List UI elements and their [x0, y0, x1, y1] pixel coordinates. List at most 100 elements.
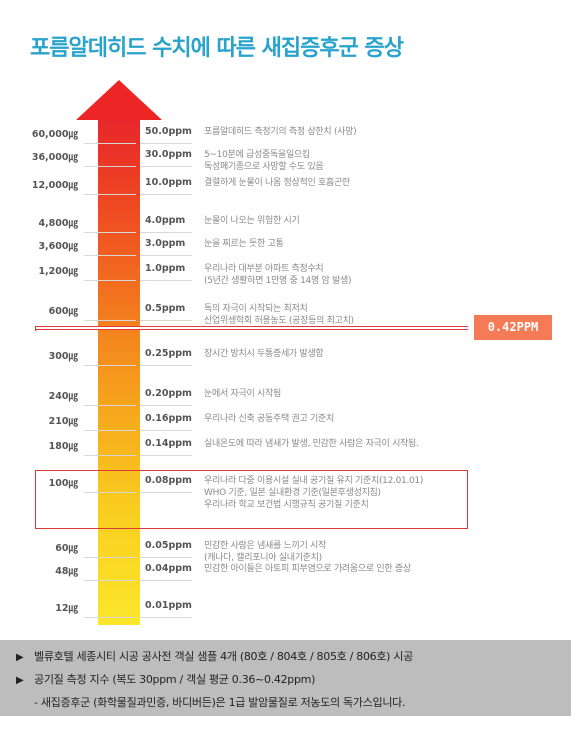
ppm-value: 0.20ppm [145, 388, 192, 399]
scale-row: 600㎍ 0.5ppm 독의 자극이 시작되는 최저치 산업위생학회 허용농도 (공장… [0, 303, 571, 326]
scale-row: 60㎍ 0.05ppm 민감한 사람은 냄새를 느끼기 시작 (캐나다, 캘리포니아 … [0, 540, 571, 563]
symptom-line: 실내온도에 따라 냄새가 발생, 민감한 사람은 자극이 시작됨. [204, 439, 419, 449]
tick-line [84, 580, 136, 581]
tick-line [140, 232, 192, 233]
tick-line [140, 430, 192, 431]
symptom-description: 눈에서 자극이 시작됨 [204, 388, 281, 400]
concentration-value: 48㎍ [55, 566, 78, 577]
tick-line [140, 557, 192, 558]
tick-line [140, 617, 192, 618]
concentration-value: 60,000㎍ [31, 129, 78, 140]
symptom-line: 민감한 사람은 냄새를 느끼기 시작 [204, 541, 326, 551]
ppm-value: 0.25ppm [145, 348, 192, 359]
summary-line-3: - 새집증후군 (화학물질과민증, 바디버든)은 1급 발암물질로 저농도의 독… [16, 692, 561, 714]
scale-row: 300㎍ 0.25ppm 장시간 방치시 두통증세가 발생함 [0, 348, 571, 366]
scale-row: 12,000㎍ 10.0ppm 결렬하게 눈물이 나옴 정상적인 호흡곤란 [0, 177, 571, 195]
summary-panel: ▶ 벨류호텔 세종시티 시공 공사전 객실 샘플 4개 (80호 / 804호 /… [0, 640, 571, 716]
concentration-value: 1,200㎍ [38, 266, 78, 277]
ppm-value: 0.04ppm [145, 563, 192, 574]
tick-line [140, 580, 192, 581]
symptom-line: 결렬하게 눈물이 나옴 정상적인 호흡곤란 [204, 178, 350, 188]
scale-row: 100㎍ 0.08ppm 우리나라 다중 이용시설 실내 공기질 유지 기준치(12… [0, 475, 571, 510]
scale-row: 3,600㎍ 3.0ppm 눈을 찌르는 듯한 고통 [0, 238, 571, 256]
scale-row: 4,800㎍ 4.0ppm 눈물이 나오는 위험한 시기 [0, 215, 571, 233]
ppm-value: 0.5ppm [145, 303, 186, 314]
bullet-triangle-icon: ▶ [16, 675, 24, 686]
concentration-value: 210㎍ [48, 416, 78, 427]
ppm-value: 30.0ppm [145, 149, 192, 160]
concentration-value: 300㎍ [48, 351, 78, 362]
tick-line [84, 492, 136, 493]
tick-line [140, 143, 192, 144]
tick-line [140, 320, 192, 321]
scale-row: 210㎍ 0.16ppm 우리나라 신축 공동주택 권고 기준치 [0, 413, 571, 431]
symptom-line: 눈을 찌르는 듯한 고통 [204, 239, 284, 249]
concentration-value: 100㎍ [48, 478, 78, 489]
ppm-value: 0.05ppm [145, 540, 192, 551]
symptom-description: 실내온도에 따라 냄새가 발생, 민감한 사람은 자극이 시작됨. [204, 438, 419, 450]
ppm-value: 10.0ppm [145, 177, 192, 188]
tick-line [84, 194, 136, 195]
symptom-description: 포름알데히드 측정기의 측정 상한치 (사망) [204, 126, 357, 138]
symptom-line: 독의 자극이 시작되는 최저치 [204, 304, 308, 314]
symptom-line: 독성폐기종으로 사망할 수도 있음 [204, 162, 324, 172]
tick-line [140, 455, 192, 456]
concentration-value: 36,000㎍ [31, 152, 78, 163]
ppm-value: 0.16ppm [145, 413, 192, 424]
concentration-value: 3,600㎍ [38, 241, 78, 252]
ppm-value: 0.08ppm [145, 475, 192, 486]
symptom-line: 산업위생학회 허용농도 (공장등의 최고치) [204, 316, 354, 326]
tick-line [84, 455, 136, 456]
tick-line [84, 430, 136, 431]
symptom-line: 포름알데히드 측정기의 측정 상한치 (사망) [204, 127, 357, 137]
tick-line [140, 280, 192, 281]
tick-line [140, 255, 192, 256]
ppm-value: 50.0ppm [145, 126, 192, 137]
ppm-value: 0.14ppm [145, 438, 192, 449]
symptom-line: (캐나다, 캘리포니아 실내기준치) [204, 553, 322, 563]
concentration-value: 4,800㎍ [38, 218, 78, 229]
concentration-value: 180㎍ [48, 441, 78, 452]
summary-text-3: - 새집증후군 (화학물질과민증, 바디버든)은 1급 발암물질로 저농도의 독… [34, 696, 406, 709]
tick-line [140, 492, 192, 493]
symptom-description: 결렬하게 눈물이 나옴 정상적인 호흡곤란 [204, 177, 350, 189]
scale-row: 60,000㎍ 50.0ppm 포름알데히드 측정기의 측정 상한치 (사망) [0, 126, 571, 144]
marker-line-cap [35, 326, 36, 331]
symptom-line: 5~10분에 급성중독을일으킴 [204, 150, 310, 160]
concentration-value: 12,000㎍ [31, 180, 78, 191]
summary-line-2: ▶ 공기질 측정 지수 (복도 30ppm / 객실 평균 0.36~0.42pp… [16, 669, 561, 692]
tick-line [140, 194, 192, 195]
symptom-description: 장시간 방치시 두통증세가 발생함 [204, 348, 324, 360]
summary-text-2: 공기질 측정 지수 (복도 30ppm / 객실 평균 0.36~0.42ppm… [34, 673, 316, 686]
tick-line [84, 232, 136, 233]
symptom-description: 우리나라 대부분 아파트 측정수치 (5년간 생활하면 1만명 중 14명 암 발… [204, 263, 352, 287]
arrow-up-icon [76, 80, 162, 120]
symptom-description: 민감한 아이들은 아토피 피부염으로 가려움으로 인한 증상 [204, 563, 411, 575]
tick-line [84, 365, 136, 366]
scale-row: 1,200㎍ 1.0ppm 우리나라 대부분 아파트 측정수치 (5년간 생활하면 1… [0, 263, 571, 286]
symptom-description: 우리나라 다중 이용시설 실내 공기질 유지 기준치(12.01.01) WHO … [204, 475, 423, 511]
bullet-triangle-icon: ▶ [16, 652, 24, 663]
tick-line [84, 166, 136, 167]
ppm-value: 3.0ppm [145, 238, 186, 249]
concentration-value: 12㎍ [55, 603, 78, 614]
ppm-value: 1.0ppm [145, 263, 186, 274]
symptom-description: 눈을 찌르는 듯한 고통 [204, 238, 284, 250]
scale-row: 12㎍ 0.01ppm [0, 600, 571, 618]
marker-label: 0.42PPM [474, 315, 552, 340]
ppm-value: 4.0ppm [145, 215, 186, 226]
symptom-line: 우리나라 다중 이용시설 실내 공기질 유지 기준치(12.01.01) [204, 476, 424, 486]
tick-line [84, 557, 136, 558]
tick-line [140, 166, 192, 167]
symptom-line: 눈에서 자극이 시작됨 [204, 389, 281, 399]
tick-line [84, 255, 136, 256]
tick-line [84, 280, 136, 281]
symptom-line: 민감한 아이들은 아토피 피부염으로 가려움으로 인한 증상 [204, 564, 411, 574]
concentration-value: 240㎍ [48, 391, 78, 402]
tick-line [84, 143, 136, 144]
symptom-description: 눈물이 나오는 위험한 시기 [204, 215, 300, 227]
symptom-line: WHO 기준, 일본 실내환경 기준(일본후생성지침) [204, 488, 381, 498]
symptom-line: (5년간 생활하면 1만명 중 14명 암 발생) [204, 276, 352, 286]
